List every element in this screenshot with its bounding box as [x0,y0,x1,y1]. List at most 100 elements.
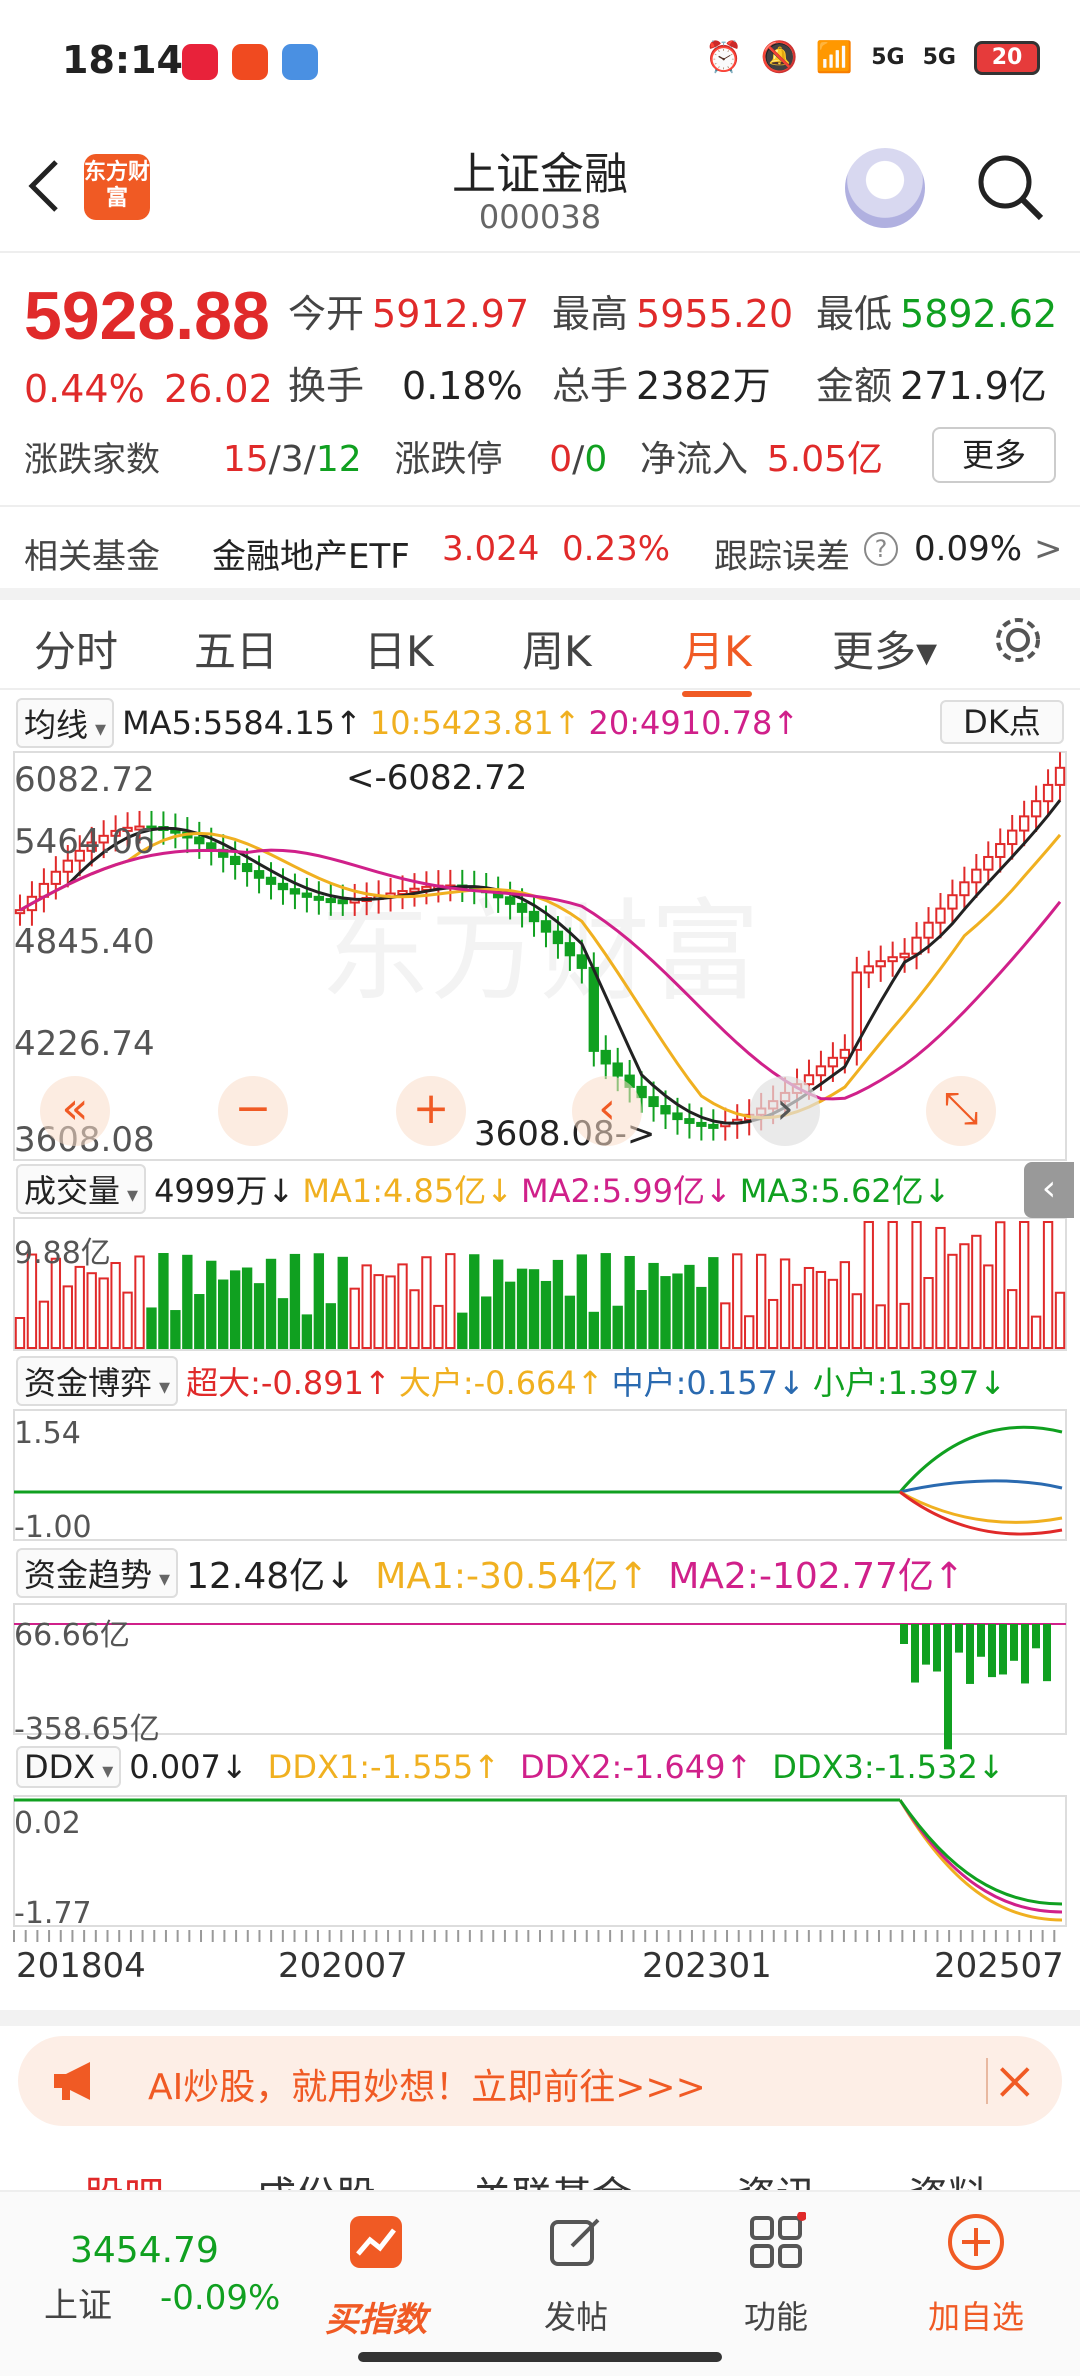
volume-bar [122,1291,133,1350]
related-fund-row[interactable]: 相关基金 金融地产ETF 3.024 0.23% 跟踪误差 ? 0.09% > [0,505,1080,585]
candle-body [528,910,540,923]
y-label: 5464.06 [14,822,155,862]
trend-bar [977,1624,985,1657]
volume-bar [612,1305,623,1350]
candle-body [134,825,145,831]
candle-body [552,930,564,945]
plus-circle-icon [948,2214,1004,2270]
candle-body [696,1121,707,1127]
volume-bar [1054,1291,1066,1350]
ai-ad-banner[interactable]: AI炒股，就用妙想！立即前往>>> [18,2036,1062,2126]
ddx-line [898,1799,1063,1906]
help-icon[interactable]: ? [864,532,898,566]
index-value[interactable]: 3454.79 [70,2230,219,2271]
scroll-left-button[interactable]: ‹ [572,1076,642,1146]
candle-body [325,898,336,904]
tab-weekly-k[interactable]: 周K [522,627,592,676]
candle-body [708,1123,719,1129]
nav-add-watchlist[interactable]: 加自选 [906,2212,1046,2338]
scroll-left-fast-button[interactable]: « [40,1076,110,1146]
volume-bar [995,1221,1006,1349]
dk-point-button[interactable]: DK点 [940,700,1064,744]
candle-body [86,841,97,852]
volume-bar [540,1280,552,1350]
scroll-right-button[interactable]: › [750,1076,820,1146]
close-icon[interactable] [986,2058,1032,2104]
volume-bar [947,1253,958,1350]
volume-bar [397,1263,408,1349]
candle-body [409,887,420,893]
candle-body [397,890,408,896]
nav-functions[interactable]: 功能 [706,2211,846,2338]
ma-indicator-row: 均线 MA5:5584.15↑ 10:5423.81↑ 20:4910.78↑ [16,698,799,748]
panel-frame [13,1603,1067,1735]
zoom-out-button[interactable]: − [218,1076,288,1146]
tab-news[interactable]: 资讯 [736,2164,816,2190]
trend-bar [933,1624,941,1672]
tab-intraday[interactable]: 分时 [34,627,119,676]
tab-five-day[interactable]: 五日 [194,627,279,676]
trend-bar [1010,1624,1018,1661]
volume-bar [528,1269,540,1350]
nav-buy-index[interactable]: 买指数 [306,2212,446,2341]
tab-forum[interactable]: 股吧 [84,2164,164,2190]
alarm-icon: ⏰ [705,40,743,75]
collapse-panel-button[interactable]: ‹ [1024,1162,1074,1218]
volume-bar [708,1257,719,1350]
trend-bar [955,1624,963,1653]
megaphone-icon [54,2062,90,2100]
tab-daily-k[interactable]: 日K [364,627,434,676]
last-price: 5928.88 [24,278,270,354]
trend-bar [944,1624,952,1750]
turnover-cell: 换手 0.18% [288,364,523,408]
tab-constituents[interactable]: 成份股 [256,2164,376,2190]
period-tabs: 分时 五日 日K 周K 月K 更多▾ [0,600,1080,697]
robot-icon[interactable] [845,148,925,228]
volume-bar [851,1293,862,1349]
kline-chart[interactable]: 东方财富 [0,0,1080,2020]
volume-bar [684,1264,695,1350]
candle-body [648,1096,659,1108]
tab-more[interactable]: 更多▾ [832,627,938,676]
y-label: 6082.72 [14,760,155,800]
tab-profile[interactable]: 资料 [908,2164,988,2190]
volume-bar [911,1221,922,1349]
candle-body [995,843,1006,858]
fullscreen-button[interactable]: ⤡ [926,1076,996,1146]
back-icon[interactable] [24,156,64,216]
volume-bar [648,1262,659,1350]
candle-body [14,909,26,915]
volume-selector[interactable]: 成交量 [16,1164,147,1214]
volume-bar [744,1315,755,1349]
more-button[interactable]: 更多 [932,427,1056,483]
stock-code: 000038 [478,198,602,236]
candle-body [277,882,289,891]
candle-body [122,826,133,832]
capital-game-selector[interactable]: 资金博弈 [16,1356,179,1406]
change-value: 26.02 [164,367,273,411]
ma-selector[interactable]: 均线 [16,698,115,748]
index-name[interactable]: 上证 [44,2286,112,2326]
gear-icon[interactable] [990,612,1046,668]
panel-frame [13,1409,1067,1541]
volume-bar [241,1267,253,1349]
tab-related-funds[interactable]: 关联基金 [472,2164,632,2190]
ddx-selector[interactable]: DDX [16,1746,122,1788]
volume-bar [1042,1221,1054,1349]
candle-body [600,1049,611,1065]
candle-body [660,1105,671,1115]
open-cell: 今开 5912.97 [288,292,530,336]
candle-body [337,899,348,905]
panel-frame [13,1217,1067,1351]
volume-y-top: 9.88亿 [14,1236,111,1271]
nav-post[interactable]: 发帖 [506,2212,646,2338]
volume-bar [337,1256,348,1349]
volume-bar [325,1303,336,1349]
search-icon[interactable] [975,152,1045,222]
capital-trend-selector[interactable]: 资金趋势 [16,1548,179,1598]
tab-monthly-k[interactable]: 月K [682,618,752,697]
volume-bar [732,1253,743,1349]
status-bar: 18:14 ⏰ 🔕 📶 5G 5G 20 [0,0,1080,128]
zoom-in-button[interactable]: + [396,1076,466,1146]
index-percent[interactable]: -0.09% [160,2278,281,2318]
